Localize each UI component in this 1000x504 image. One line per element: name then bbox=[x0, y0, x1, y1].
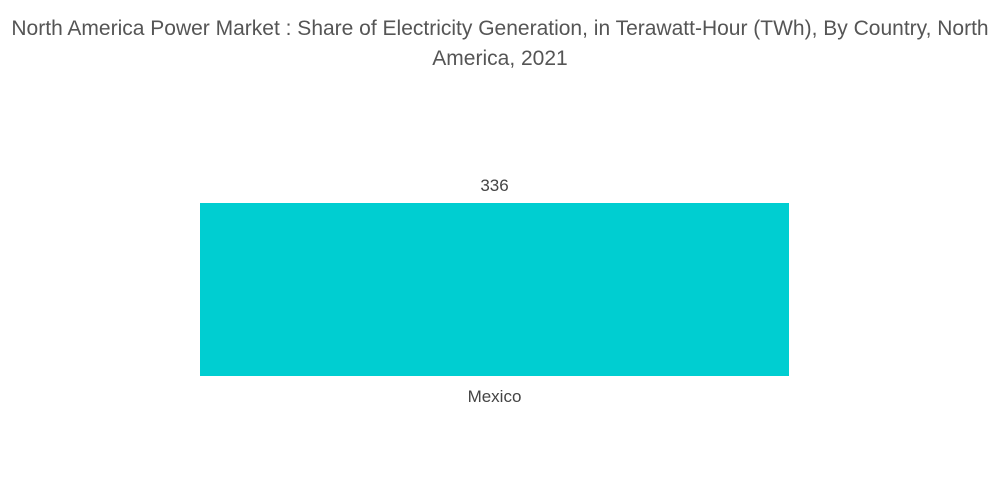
chart-title: North America Power Market : Share of El… bbox=[11, 17, 989, 70]
data-label: 336 bbox=[480, 176, 508, 195]
bar-mexico bbox=[200, 203, 789, 376]
bar-group: 336 Mexico bbox=[200, 176, 789, 406]
x-tick-label: Mexico bbox=[468, 387, 522, 406]
